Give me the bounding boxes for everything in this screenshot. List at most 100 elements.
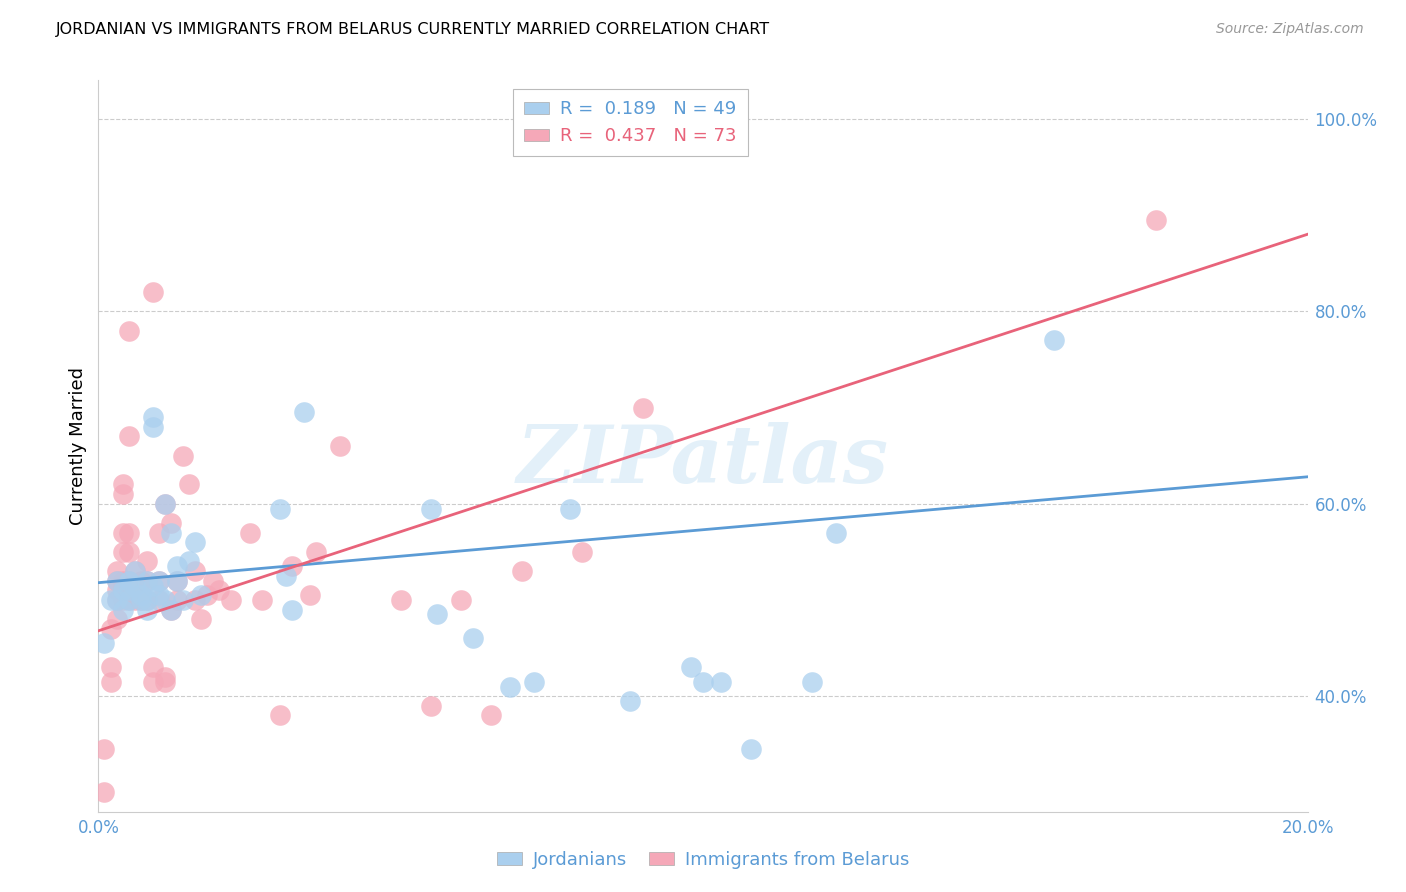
Point — [105, 564, 128, 578]
Point — [93, 636, 115, 650]
Point — [118, 574, 141, 588]
Point — [177, 477, 201, 491]
Point — [160, 602, 183, 616]
Point — [105, 574, 128, 588]
Text: ZIPatlas: ZIPatlas — [517, 422, 889, 500]
Point — [135, 574, 157, 588]
Point — [292, 405, 315, 419]
Point — [148, 525, 170, 540]
Point — [148, 588, 170, 602]
Point — [118, 593, 141, 607]
Point — [1144, 212, 1167, 227]
Point — [184, 564, 207, 578]
Point — [153, 497, 176, 511]
Point — [221, 593, 243, 607]
Point — [118, 578, 141, 592]
Point — [281, 602, 304, 616]
Point — [426, 607, 449, 622]
Point — [153, 497, 176, 511]
Legend: Jordanians, Immigrants from Belarus: Jordanians, Immigrants from Belarus — [489, 844, 917, 876]
Point — [160, 602, 183, 616]
Point — [129, 593, 152, 607]
Point — [202, 574, 225, 588]
Point — [111, 578, 134, 592]
Point — [118, 588, 141, 602]
Y-axis label: Currently Married: Currently Married — [69, 367, 87, 525]
Point — [160, 525, 183, 540]
Point — [558, 501, 581, 516]
Point — [195, 588, 218, 602]
Point — [463, 632, 485, 646]
Point — [166, 574, 188, 588]
Point — [118, 574, 141, 588]
Point — [142, 419, 165, 434]
Point — [208, 583, 231, 598]
Point — [523, 674, 546, 689]
Point — [111, 593, 134, 607]
Point — [281, 559, 304, 574]
Point — [481, 708, 503, 723]
Point — [105, 574, 128, 588]
Point — [166, 593, 188, 607]
Point — [631, 401, 654, 415]
Point — [124, 564, 146, 578]
Point — [710, 674, 733, 689]
Point — [679, 660, 702, 674]
Point — [142, 410, 165, 425]
Point — [329, 439, 352, 453]
Point — [111, 583, 134, 598]
Point — [124, 593, 146, 607]
Point — [105, 593, 128, 607]
Point — [129, 588, 152, 602]
Point — [148, 574, 170, 588]
Point — [124, 578, 146, 592]
Point — [153, 670, 176, 684]
Point — [118, 583, 141, 598]
Point — [239, 525, 262, 540]
Point — [118, 545, 141, 559]
Point — [274, 569, 297, 583]
Text: JORDANIAN VS IMMIGRANTS FROM BELARUS CURRENTLY MARRIED CORRELATION CHART: JORDANIAN VS IMMIGRANTS FROM BELARUS CUR… — [56, 22, 770, 37]
Point — [571, 545, 593, 559]
Point — [100, 660, 122, 674]
Point — [105, 583, 128, 598]
Point — [111, 602, 134, 616]
Point — [93, 785, 115, 799]
Point — [510, 564, 533, 578]
Point — [184, 535, 207, 549]
Point — [692, 674, 714, 689]
Point — [299, 588, 322, 602]
Point — [740, 742, 762, 756]
Point — [111, 545, 134, 559]
Point — [111, 583, 134, 598]
Point — [105, 593, 128, 607]
Point — [118, 324, 141, 338]
Point — [118, 429, 141, 443]
Point — [269, 501, 291, 516]
Point — [172, 593, 194, 607]
Point — [93, 742, 115, 756]
Point — [148, 574, 170, 588]
Point — [135, 554, 157, 568]
Point — [148, 593, 170, 607]
Point — [825, 525, 848, 540]
Point — [160, 516, 183, 530]
Point — [142, 285, 165, 299]
Point — [190, 588, 212, 602]
Point — [105, 612, 128, 626]
Point — [111, 477, 134, 491]
Point — [190, 612, 212, 626]
Point — [135, 602, 157, 616]
Point — [450, 593, 472, 607]
Point — [124, 578, 146, 592]
Point — [177, 554, 201, 568]
Text: Source: ZipAtlas.com: Source: ZipAtlas.com — [1216, 22, 1364, 37]
Point — [135, 593, 157, 607]
Point — [153, 593, 176, 607]
Point — [100, 593, 122, 607]
Point — [118, 593, 141, 607]
Point — [619, 694, 641, 708]
Point — [142, 674, 165, 689]
Point — [142, 578, 165, 592]
Point — [142, 660, 165, 674]
